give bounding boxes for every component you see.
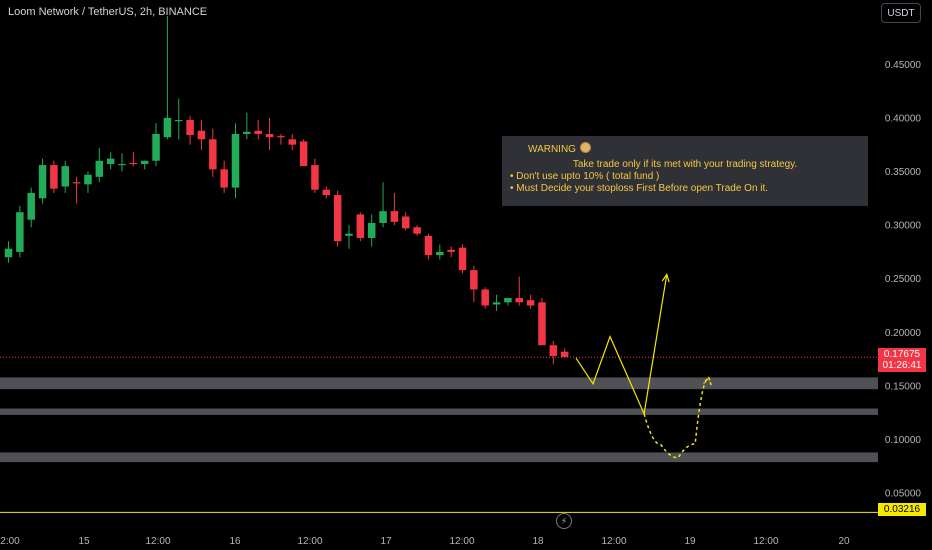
candle-body <box>197 130 206 140</box>
price-axis-label: 0.15000 <box>885 381 922 392</box>
candle-body <box>118 163 126 166</box>
price-axis-label: 0.45000 <box>885 60 922 71</box>
price-axis-label: 0.05000 <box>885 489 922 500</box>
time-axis-label: 12:00 <box>753 536 778 547</box>
candle-body <box>526 300 535 306</box>
time-axis-label: 17 <box>380 536 392 547</box>
candle-body <box>27 192 35 220</box>
warning-note[interactable]: WARNING Take trade only if its met with … <box>502 136 868 206</box>
candle-body <box>4 248 13 258</box>
price-axis-label: 0.35000 <box>885 167 922 178</box>
candle-body <box>470 270 478 290</box>
candle-body <box>311 165 319 190</box>
price-axis-label: 0.20000 <box>885 328 922 339</box>
price-axis-label: 0.30000 <box>885 221 922 232</box>
price-axis-label: 0.40000 <box>885 113 922 124</box>
candle-body <box>413 227 421 234</box>
lightning-icon[interactable]: ⚡ <box>556 513 572 529</box>
candle-body <box>243 131 251 134</box>
dashed-arrowhead <box>703 375 712 386</box>
time-axis-label: 15 <box>78 536 90 547</box>
candle-body <box>84 174 92 185</box>
warning-line-2: • Don't use upto 10% ( total fund ) <box>510 171 660 182</box>
currency-button[interactable]: USDT <box>881 3 921 23</box>
candle-body <box>61 166 69 187</box>
warning-line-1: Take trade only if its met with your tra… <box>572 159 798 170</box>
candle-body <box>95 160 104 177</box>
candle-body <box>549 345 558 356</box>
candle-body <box>186 120 194 136</box>
time-axis-label: 12:00 <box>601 536 626 547</box>
support-zones <box>0 377 878 463</box>
time-axis-label: 19 <box>684 536 696 547</box>
candle-body <box>265 133 274 138</box>
projection-drawing <box>575 273 712 459</box>
time-axis-label: 12:00 <box>449 536 474 547</box>
candle-body <box>447 249 455 252</box>
candle-body <box>504 298 512 303</box>
chart-title: Loom Network / TetherUS, 2h, BINANCE <box>8 6 208 18</box>
candle-body <box>515 298 523 303</box>
candle-body <box>38 165 47 199</box>
current-price-tag: 0.17675 01:26:41 <box>878 348 926 372</box>
candle-body <box>152 133 160 161</box>
candle-body <box>220 169 228 188</box>
low-price-tag: 0.03216 <box>878 503 926 516</box>
projection-line <box>575 274 668 416</box>
time-axis-label: 18 <box>532 536 544 547</box>
candle-body <box>50 165 58 189</box>
support-zone <box>0 377 878 390</box>
candle-body <box>277 136 285 138</box>
candle-body <box>333 195 342 242</box>
warning-title-row: WARNING <box>528 142 860 156</box>
candle-body <box>379 211 387 223</box>
candle-body <box>492 302 501 305</box>
candle-body <box>322 189 331 196</box>
support-zone <box>0 452 878 463</box>
candle-body <box>458 247 467 271</box>
candle-body <box>367 222 376 238</box>
candle-body <box>163 117 172 138</box>
time-axis-label: 2:00 <box>0 536 20 547</box>
time-axis[interactable]: 2:00 15 12:00 16 12:00 17 12:00 18 12:00 19 12:00 2… <box>0 536 850 547</box>
price-axis-label: 0.10000 <box>885 435 922 446</box>
candle-body <box>16 212 24 252</box>
time-axis-label: 16 <box>229 536 241 547</box>
support-zone <box>0 408 878 415</box>
candle-body <box>140 160 149 164</box>
candle-body <box>356 214 365 238</box>
candle-body <box>129 162 138 165</box>
time-axis-label: 12:00 <box>297 536 322 547</box>
projection-arrowhead <box>661 273 670 283</box>
time-axis-label: 12:00 <box>145 536 170 547</box>
warning-title: WARNING <box>528 144 576 155</box>
dashed-projection <box>643 376 710 459</box>
candle-body <box>560 351 569 358</box>
candle-body <box>254 130 262 134</box>
warning-line-3: • Must Decide your stoploss First Before… <box>510 183 769 194</box>
candle-body <box>299 141 308 167</box>
candle-body <box>209 139 217 170</box>
candle-body <box>424 235 433 256</box>
candles <box>4 16 569 365</box>
price-axis-label: 0.25000 <box>885 274 922 285</box>
candle-body <box>106 158 115 164</box>
candle-body <box>402 216 410 229</box>
candle-body <box>345 233 353 236</box>
candle-body <box>481 289 489 306</box>
bar-countdown: 01:26:41 <box>882 360 922 371</box>
candle-body <box>538 302 546 346</box>
current-price-value: 0.17675 <box>883 349 921 360</box>
candle-body <box>175 120 183 122</box>
candle-body <box>72 182 81 184</box>
coin-icon <box>579 142 591 153</box>
candle-body <box>390 211 399 222</box>
candle-body <box>231 133 240 188</box>
price-axis[interactable]: 0.45000 0.40000 0.35000 0.30000 0.25000 0.200… <box>885 60 922 500</box>
candle-body <box>436 251 444 256</box>
time-axis-label: 20 <box>838 536 850 547</box>
candle-body <box>288 139 296 145</box>
